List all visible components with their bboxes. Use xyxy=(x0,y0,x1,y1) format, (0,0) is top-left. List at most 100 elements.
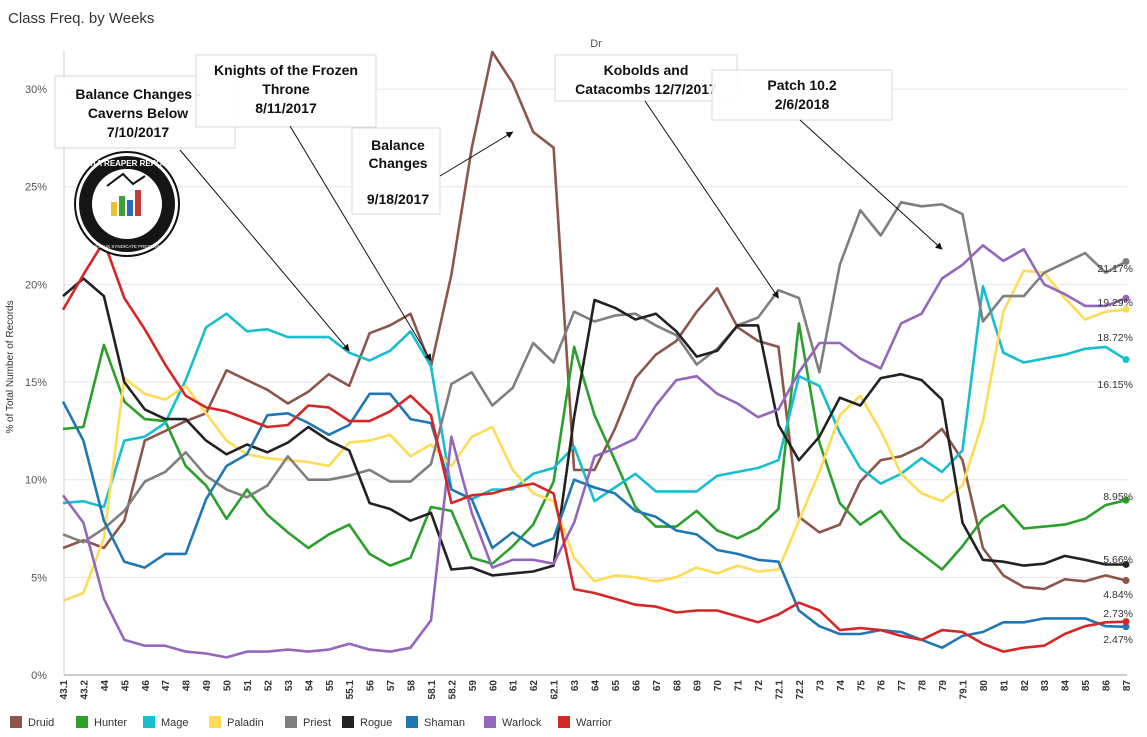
x-tick-label: 82 xyxy=(1020,680,1031,692)
legend-item-rogue[interactable]: Rogue xyxy=(342,716,392,729)
y-tick-label: 20% xyxy=(25,279,47,291)
legend-swatch xyxy=(558,716,570,728)
annotation-4: Kobolds and Catacombs 12/7/2017 xyxy=(554,54,779,299)
annotation-box xyxy=(351,127,441,215)
legend-item-warrior[interactable]: Warrior xyxy=(558,716,612,729)
x-tick-label: 62.1 xyxy=(550,680,561,700)
annotation-text: 2/6/2018 xyxy=(775,96,830,112)
legend-label: Hunter xyxy=(94,717,127,729)
series-endpoint-rogue xyxy=(1122,560,1130,568)
legend-item-priest[interactable]: Priest xyxy=(285,716,331,729)
gridlines xyxy=(63,50,1127,676)
annotation-text: Catacombs 12/7/2017 xyxy=(575,81,717,97)
x-tick-label: 85 xyxy=(1081,680,1092,692)
logo-subtext: VICIOUS SYNDICATE PRESENTS xyxy=(92,244,163,249)
x-tick-label: 77 xyxy=(897,680,908,692)
y-tick-label: 25% xyxy=(25,182,47,194)
x-tick-label: 78 xyxy=(918,680,929,692)
x-tick-label: 57 xyxy=(386,680,397,692)
x-tick-label: 51 xyxy=(243,680,254,692)
annotation-arrow xyxy=(179,149,350,352)
legend-label: Rogue xyxy=(360,717,392,729)
x-tick-label: 55.1 xyxy=(345,680,356,700)
x-tick-label: 87 xyxy=(1122,680,1133,692)
legend-item-hunter[interactable]: Hunter xyxy=(76,716,127,729)
x-tick-label: 84 xyxy=(1061,680,1072,692)
end-label-shaman: 2.47% xyxy=(1103,634,1133,646)
x-axis: 43.1 43.2 44 45 46 47 48 49 50 51 52 53 54 55 55.1 56 57… xyxy=(59,680,1133,700)
series-lines xyxy=(61,50,1130,659)
series-endpoint-mage xyxy=(1122,356,1130,364)
legend-item-warlock[interactable]: Warlock xyxy=(484,716,542,729)
annotation-text: Changes xyxy=(368,155,427,171)
series-endpoint-priest xyxy=(1122,258,1130,266)
x-tick-label: 58.1 xyxy=(427,680,438,700)
annotation-5: Patch 10.2 2/6/2018 xyxy=(711,69,943,250)
x-tick-label: 47 xyxy=(161,680,172,692)
x-tick-label: 44 xyxy=(100,680,111,692)
x-tick-label: 69 xyxy=(693,680,704,692)
end-label-priest: 21.17% xyxy=(1097,263,1133,275)
series-line-hunter xyxy=(62,322,1127,571)
legend-label: Priest xyxy=(303,717,331,729)
annotation-text: 8/11/2017 xyxy=(255,100,317,116)
x-tick-label: 83 xyxy=(1040,680,1051,692)
end-labels: 21.17% 19.29% 18.72% 16.15% 8.95% 5.66% 4.84% 2… xyxy=(1097,263,1133,646)
x-tick-label: 70 xyxy=(713,680,724,692)
logo-text: DATA REAPER REPORT xyxy=(81,159,173,168)
x-tick-label: 54 xyxy=(304,680,315,692)
x-tick-label: 58 xyxy=(407,680,418,692)
legend-item-paladin[interactable]: Paladin xyxy=(209,716,264,729)
legend-label: Warrior xyxy=(576,717,612,729)
x-tick-label: 43.1 xyxy=(59,680,70,700)
legend-item-shaman[interactable]: Shaman xyxy=(406,716,465,729)
annotation-text: 7/10/2017 xyxy=(107,124,169,140)
annotations: Balance Changes - Caverns Below 7/10/2017 K… xyxy=(54,54,943,362)
annotation-box xyxy=(554,54,738,102)
x-tick-label: 76 xyxy=(877,680,888,692)
x-tick-label: 62 xyxy=(529,680,540,692)
series-line-mage xyxy=(62,284,1127,509)
series-line-rogue xyxy=(62,277,1126,577)
legend-label: Druid xyxy=(28,717,54,729)
x-tick-label: 72 xyxy=(754,680,765,692)
x-tick-label: 80 xyxy=(979,680,990,692)
series-endpoint-druid xyxy=(1122,576,1130,584)
x-tick-label: 65 xyxy=(611,680,622,692)
x-tick-label: 81 xyxy=(999,680,1010,692)
x-tick-label: 67 xyxy=(652,680,663,692)
chart-title: Class Freq. by Weeks xyxy=(8,10,155,27)
series-line-shaman xyxy=(61,392,1127,650)
x-tick-label: 43.2 xyxy=(79,680,90,700)
annotation-text: 9/18/2017 xyxy=(367,191,429,207)
legend-item-druid[interactable]: Druid xyxy=(10,716,54,729)
annotation-text: Caverns Below xyxy=(88,105,188,121)
x-tick-label: 50 xyxy=(223,680,234,692)
x-tick-label: 74 xyxy=(836,680,847,692)
x-tick-label: 66 xyxy=(631,680,642,692)
x-tick-label: 58.2 xyxy=(447,680,458,700)
legend-item-mage[interactable]: Mage xyxy=(143,716,189,729)
x-tick-label: 86 xyxy=(1102,680,1113,692)
annotation-text: Balance Changes - xyxy=(75,86,201,102)
end-label-hunter: 8.95% xyxy=(1103,491,1133,503)
end-label-paladin: 18.72% xyxy=(1097,332,1133,344)
x-tick-label: 68 xyxy=(672,680,683,692)
data-reaper-logo: DATA REAPER REPORT VICIOUS SYNDICATE PRE… xyxy=(74,151,180,257)
y-tick-label: 10% xyxy=(25,475,47,487)
series-line-warlock xyxy=(61,244,1127,659)
legend-swatch xyxy=(143,716,155,728)
annotation-text: Patch 10.2 xyxy=(767,77,836,93)
x-tick-label: 53 xyxy=(284,680,295,692)
series-endpoint-paladin xyxy=(1122,305,1130,313)
x-tick-label: 79.1 xyxy=(958,680,969,700)
x-tick-label: 72.2 xyxy=(795,680,806,700)
legend: Druid Hunter Mage Paladin Priest Rogue Shaman W… xyxy=(10,716,612,729)
end-label-warrior: 2.73% xyxy=(1103,608,1133,620)
x-tick-label: 61 xyxy=(509,680,520,692)
y-tick-label: 5% xyxy=(31,572,47,584)
series-line-warrior xyxy=(61,240,1127,653)
series-endpoint-warlock xyxy=(1122,294,1130,302)
series-endpoint-hunter xyxy=(1122,496,1130,504)
